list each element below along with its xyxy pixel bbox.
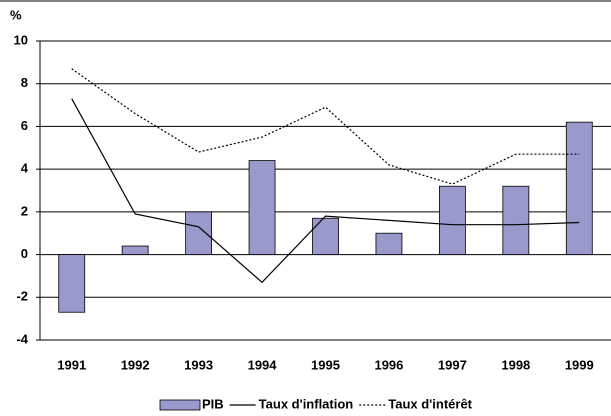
x-tick-label: 1994: [248, 357, 278, 372]
y-tick-label: 0: [21, 246, 28, 261]
bar: [121, 245, 149, 255]
bar: [502, 185, 530, 255]
x-tick-label: 1998: [501, 357, 530, 372]
x-tick-label: 1993: [184, 357, 213, 372]
x-tick-label: 1996: [374, 357, 403, 372]
bar: [312, 217, 339, 255]
bar: [248, 160, 276, 255]
y-tick-label: 4: [21, 161, 29, 176]
line: [71, 68, 580, 185]
bar: [565, 121, 593, 255]
x-tick-label: 1997: [438, 357, 467, 372]
legend-swatch: [159, 399, 201, 411]
y-axis-label: %: [10, 7, 22, 22]
y-tick-label: -2: [16, 289, 28, 304]
y-tick-label: 6: [21, 118, 28, 133]
legend-label: Taux d'inflation: [259, 396, 354, 411]
y-tick-label: -4: [16, 331, 28, 346]
bar: [58, 254, 86, 313]
line: [71, 98, 580, 284]
bar: [375, 232, 403, 255]
bar: [185, 211, 213, 255]
x-tick-label: 1992: [121, 357, 150, 372]
y-tick-label: 10: [14, 32, 28, 47]
x-tick-label: 1991: [57, 357, 86, 372]
legend-label: PIB: [202, 396, 224, 411]
y-tick-label: 8: [21, 75, 28, 90]
y-tick-label: 2: [21, 203, 28, 218]
bar: [438, 185, 466, 255]
legend-label: Taux d'intérêt: [388, 396, 472, 411]
x-tick-label: 1995: [311, 357, 340, 372]
x-tick-label: 1999: [565, 357, 594, 372]
